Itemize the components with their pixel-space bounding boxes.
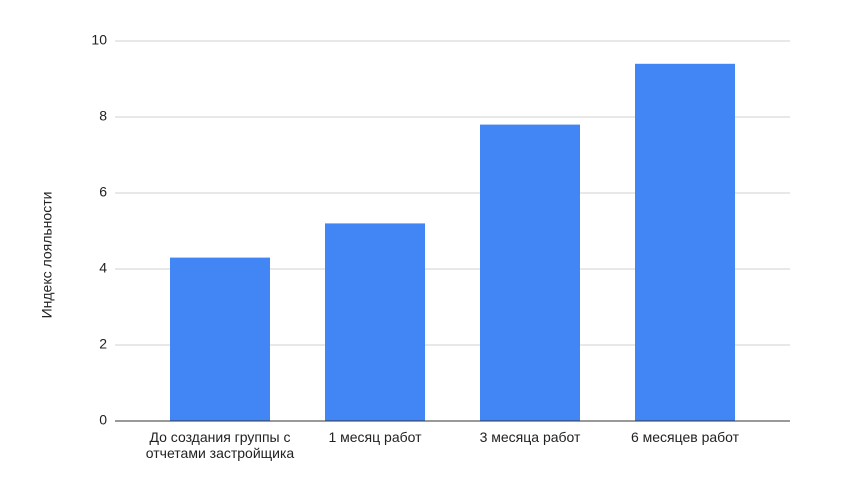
- x-tick-label: 1 месяц работ: [328, 429, 422, 445]
- y-tick-label: 8: [99, 108, 107, 124]
- y-tick-label: 4: [99, 260, 107, 276]
- x-tick-label: До создания группы с отчетами застройщик…: [145, 429, 295, 461]
- bar: [325, 223, 425, 421]
- bar: [635, 63, 735, 422]
- y-tick-label: 10: [91, 32, 107, 48]
- bar: [480, 124, 580, 421]
- y-tick-label: 6: [99, 184, 107, 200]
- y-axis-title: Индекс лояльности: [39, 192, 55, 319]
- bar: [170, 257, 270, 421]
- x-tick-label: 6 месяцев работ: [630, 429, 740, 445]
- y-tick-label: 2: [99, 336, 107, 352]
- y-tick-label: 0: [99, 412, 107, 428]
- x-tick-label: 3 месяца работ: [479, 429, 581, 445]
